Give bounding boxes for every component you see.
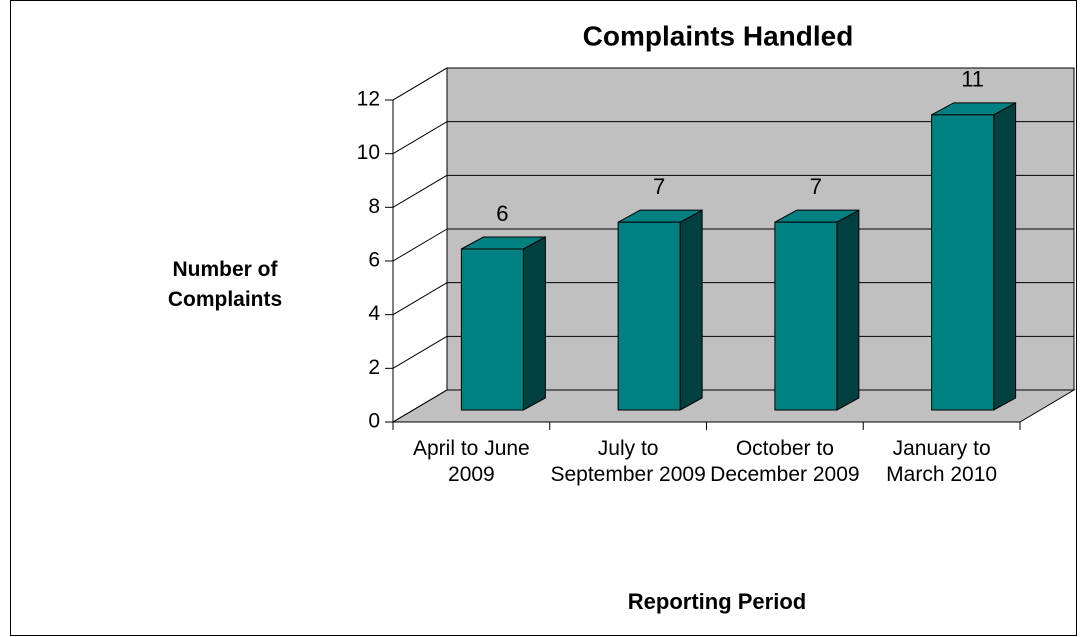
grid-line-side bbox=[392, 67, 448, 101]
grid-line-side bbox=[392, 335, 448, 369]
y-tick-label: 4 bbox=[368, 302, 380, 325]
x-tick-label: April to June 2009 bbox=[413, 437, 530, 486]
y-tick-label: 10 bbox=[357, 141, 380, 164]
x-tick-label: July to September 2009 bbox=[550, 437, 706, 486]
y-tick-label: 6 bbox=[368, 249, 380, 272]
bar-side bbox=[522, 236, 546, 411]
x-tick-label: January to March 2010 bbox=[886, 437, 998, 486]
x-tick-label: October to December 2009 bbox=[710, 437, 860, 486]
bar bbox=[774, 209, 860, 411]
bar-side bbox=[679, 209, 703, 411]
grid-line-side bbox=[392, 121, 448, 155]
bar-front bbox=[617, 221, 681, 411]
y-tick-label: 8 bbox=[368, 195, 380, 218]
value-label: 6 bbox=[496, 201, 508, 226]
grid-line-side bbox=[392, 389, 448, 423]
bar bbox=[931, 101, 1017, 411]
y-tick-label: 2 bbox=[368, 356, 380, 379]
value-label: 7 bbox=[810, 174, 822, 199]
y-tick-label: 0 bbox=[368, 410, 380, 433]
value-label: 7 bbox=[653, 174, 665, 199]
bar-side bbox=[836, 209, 860, 411]
bar bbox=[460, 236, 546, 411]
grid-line-side bbox=[392, 282, 448, 316]
y-axis-title: Number of Complaints bbox=[167, 258, 283, 311]
value-label: 11 bbox=[961, 67, 984, 92]
chart-title: Complaints Handled bbox=[583, 20, 854, 51]
bar-front bbox=[774, 221, 838, 411]
bar-side bbox=[993, 101, 1017, 411]
bar-front bbox=[460, 248, 524, 411]
x-axis-title: Reporting Period bbox=[628, 589, 806, 614]
y-tick-label: 12 bbox=[357, 88, 380, 111]
grid-line-side bbox=[392, 228, 448, 262]
grid-line-side bbox=[392, 174, 448, 208]
bar-front bbox=[931, 114, 995, 411]
bar bbox=[617, 209, 703, 411]
